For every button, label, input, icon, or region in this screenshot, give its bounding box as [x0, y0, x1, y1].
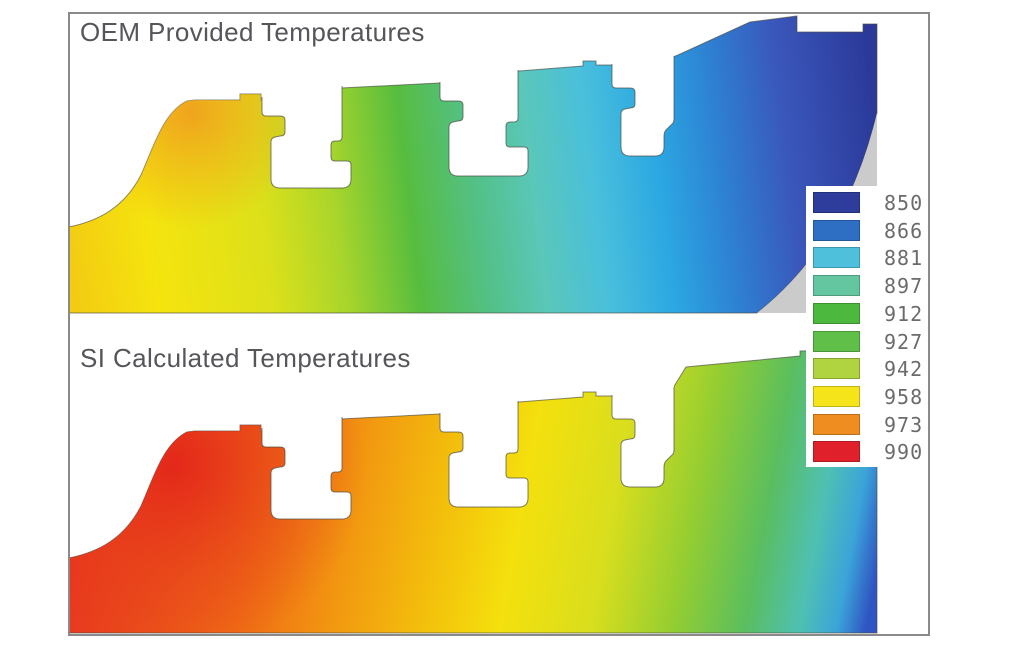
- legend-swatch: [813, 247, 860, 268]
- legend-swatch: [813, 386, 860, 407]
- legend-value: 927: [884, 330, 924, 354]
- legend-value: 958: [884, 385, 924, 409]
- si-panel-title: SI Calculated Temperatures: [80, 343, 411, 373]
- legend-value: 881: [884, 246, 924, 270]
- legend-value: 850: [884, 191, 924, 215]
- legend-swatch: [813, 331, 860, 352]
- legend-value: 866: [884, 219, 924, 243]
- legend-swatch: [813, 358, 860, 379]
- legend-swatch: [813, 192, 860, 213]
- figure-border: [68, 12, 930, 636]
- legend-swatch: [813, 441, 860, 462]
- legend-value: 990: [884, 440, 924, 464]
- legend-value: 897: [884, 274, 924, 298]
- legend-value: 973: [884, 413, 924, 437]
- legend-swatch: [813, 303, 860, 324]
- legend-value: 912: [884, 302, 924, 326]
- legend-swatch: [813, 414, 860, 435]
- oem-panel-title: OEM Provided Temperatures: [80, 17, 425, 47]
- legend-value: 942: [884, 357, 924, 381]
- legend-swatch: [813, 275, 860, 296]
- legend-swatch: [813, 220, 860, 241]
